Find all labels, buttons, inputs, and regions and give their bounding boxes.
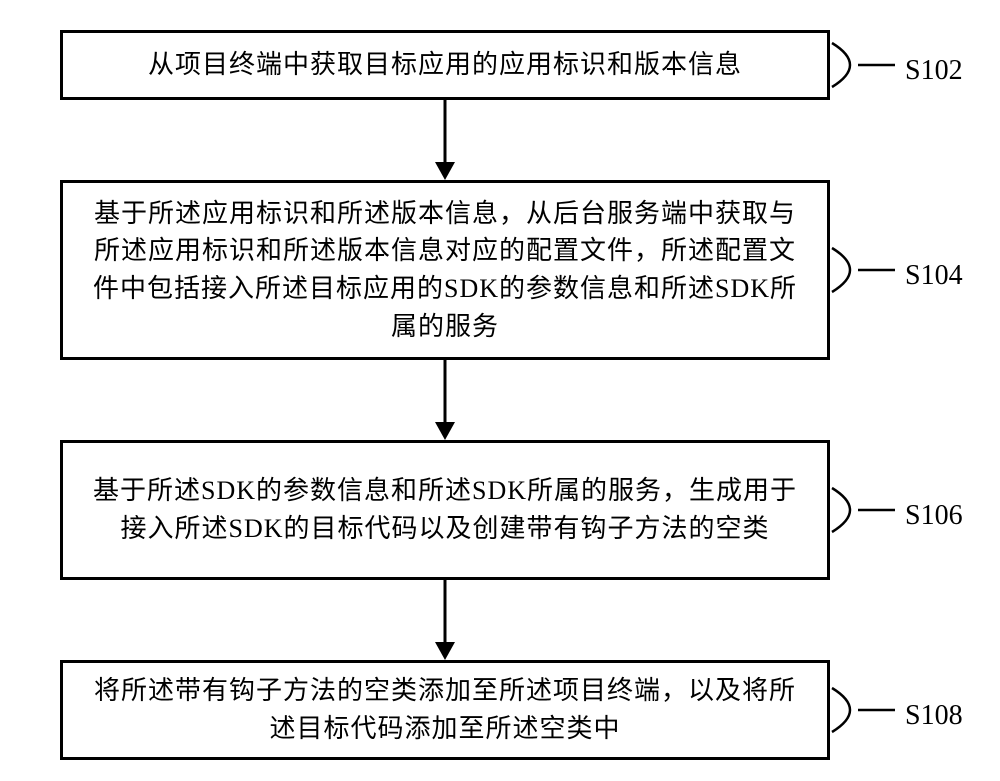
flowchart-step-s106: 基于所述SDK的参数信息和所述SDK所属的服务，生成用于接入所述SDK的目标代码… xyxy=(60,440,830,580)
flowchart-canvas: 从项目终端中获取目标应用的应用标识和版本信息 S102 基于所述应用标识和所述版本信… xyxy=(0,0,1000,781)
step-label-s104: S104 xyxy=(905,260,963,292)
step-text: 从项目终端中获取目标应用的应用标识和版本信息 xyxy=(148,46,742,84)
step-text: 基于所述SDK的参数信息和所述SDK所属的服务，生成用于接入所述SDK的目标代码… xyxy=(83,472,807,547)
step-label-s106: S106 xyxy=(905,500,963,532)
step-label-s108: S108 xyxy=(905,700,963,732)
flowchart-step-s102: 从项目终端中获取目标应用的应用标识和版本信息 xyxy=(60,30,830,100)
step-text: 基于所述应用标识和所述版本信息，从后台服务端中获取与所述应用标识和所述版本信息对… xyxy=(83,195,807,346)
flowchart-step-s108: 将所述带有钩子方法的空类添加至所述项目终端，以及将所述目标代码添加至所述空类中 xyxy=(60,660,830,760)
step-label-s102: S102 xyxy=(905,55,963,87)
flowchart-step-s104: 基于所述应用标识和所述版本信息，从后台服务端中获取与所述应用标识和所述版本信息对… xyxy=(60,180,830,360)
step-text: 将所述带有钩子方法的空类添加至所述项目终端，以及将所述目标代码添加至所述空类中 xyxy=(83,672,807,747)
